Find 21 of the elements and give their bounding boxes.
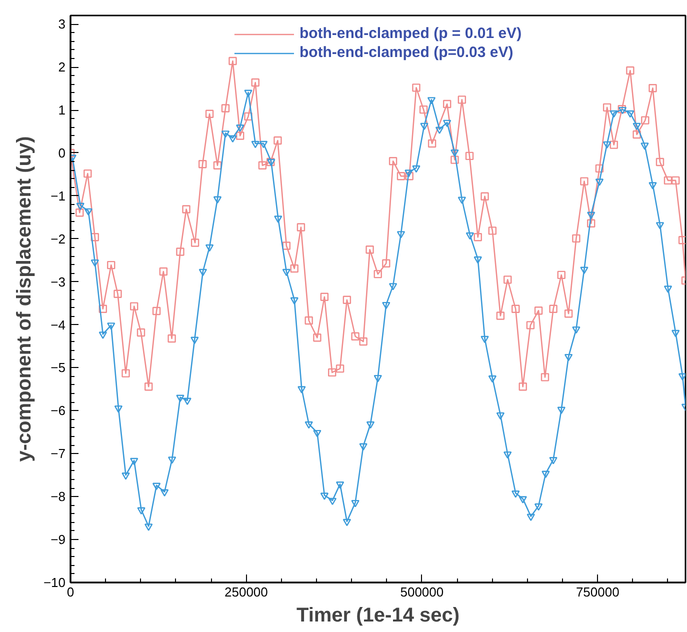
y-tick-label: −3 [50, 274, 66, 290]
y-tick-label: 1 [58, 102, 66, 118]
x-tick-label: 750000 [576, 584, 620, 600]
x-axis-title: Timer (1e-14 sec) [296, 604, 460, 626]
y-tick-label: 0 [58, 145, 66, 160]
x-tick-label: 500000 [400, 584, 444, 600]
y-tick-label: 2 [58, 60, 66, 75]
y-tick-label: −9 [50, 532, 66, 548]
y-tick-label: −7 [50, 446, 66, 462]
y-axis-title: y-component of displacement (uy) [13, 136, 36, 462]
y-tick-label: −1 [50, 188, 66, 204]
legend-label: both-end-clamped (p=0.03 eV) [299, 44, 514, 61]
y-tick-label: −2 [50, 231, 66, 246]
y-tick-label: −10 [43, 575, 66, 590]
y-tick-label: 3 [58, 16, 66, 32]
y-tick-label: −8 [50, 489, 66, 504]
legend-label: both-end-clamped (p = 0.01 eV) [299, 25, 522, 42]
y-tick-label: −6 [50, 403, 66, 418]
y-tick-label: −4 [50, 317, 66, 332]
x-tick-label: 250000 [224, 584, 268, 600]
y-tick-label: −5 [50, 360, 66, 376]
